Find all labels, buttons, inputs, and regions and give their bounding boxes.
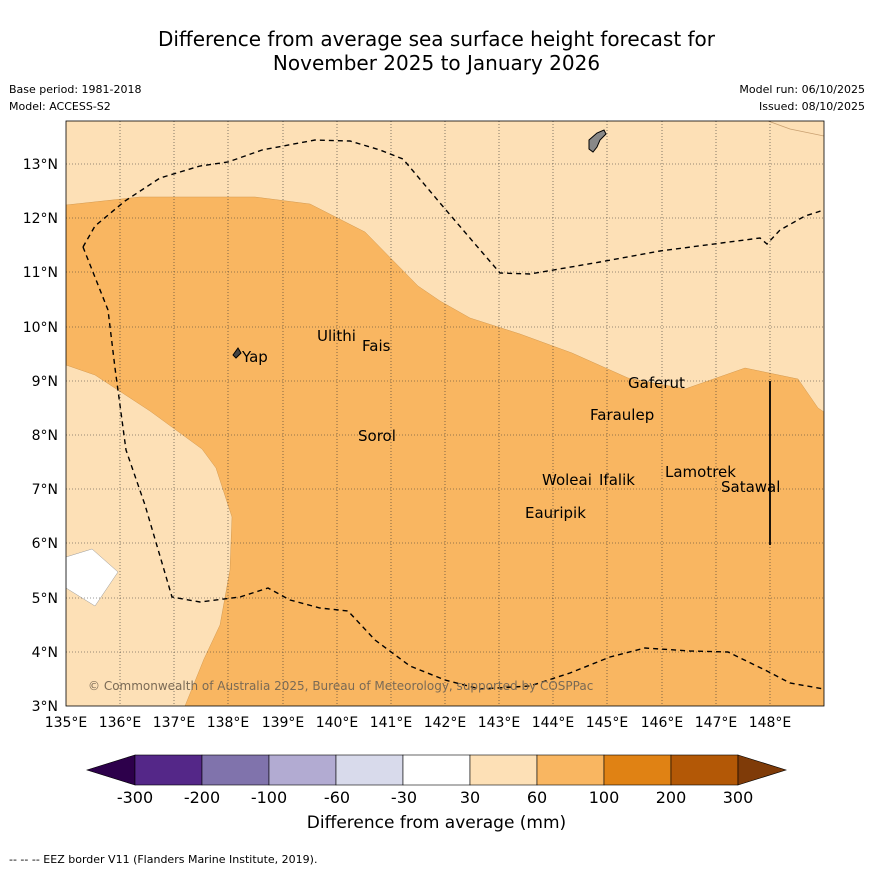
white-band-patch [66, 548, 119, 607]
colorbar-tick-label: 60 [526, 788, 548, 807]
island-label-sorol: Sorol [358, 427, 396, 445]
title-line-2: November 2025 to January 2026 [272, 51, 601, 75]
island-label-gaferut: Gaferut [628, 374, 685, 392]
island-label-faraulep: Faraulep [590, 406, 654, 424]
colorbar-tick-label: 200 [655, 788, 687, 807]
island-label-satawal: Satawal [721, 478, 780, 496]
svg-text:4°N: 4°N [32, 645, 58, 661]
colorbar-tick-label: -100 [250, 788, 288, 807]
copyright-notice: © Commonwealth of Australia 2025, Bureau… [88, 679, 593, 693]
svg-text:135°E: 135°E [45, 715, 88, 731]
svg-text:148°E: 148°E [749, 715, 792, 731]
svg-text:138°E: 138°E [207, 715, 250, 731]
colorbar-tick-label: 300 [722, 788, 754, 807]
svg-text:5°N: 5°N [32, 591, 58, 607]
colorbar-segment [402, 754, 471, 786]
eez-legend-note: -- -- -- EEZ border V11 (Flanders Marine… [9, 853, 318, 866]
eez-border-west [82, 246, 824, 690]
svg-text:142°E: 142°E [424, 715, 467, 731]
svg-text:140°E: 140°E [316, 715, 359, 731]
base-period: Base period: 1981-2018 [9, 83, 142, 96]
colorbar-tick-label: -60 [323, 788, 351, 807]
svg-text:9°N: 9°N [32, 374, 58, 390]
colorbar-segment [536, 754, 605, 786]
colorbar-segment [469, 754, 538, 786]
island-label-eauripik: Eauripik [525, 504, 586, 522]
svg-text:7°N: 7°N [32, 482, 58, 498]
svg-text:10°N: 10°N [23, 320, 58, 336]
svg-text:141°E: 141°E [370, 715, 413, 731]
svg-text:13°N: 13°N [23, 157, 58, 173]
longitude-labels: 135°E 136°E 137°E 138°E 139°E 140°E 141°… [45, 715, 792, 731]
svg-text:143°E: 143°E [478, 715, 521, 731]
title-line-1: Difference from average sea surface heig… [157, 27, 716, 51]
model-run: Model run: 06/10/2025 [739, 83, 865, 96]
colorbar-extend-high [737, 754, 788, 786]
island-label-ifalik: Ifalik [599, 471, 635, 489]
colorbar-segment [335, 754, 404, 786]
northeast-band-edge [767, 121, 824, 137]
svg-text:6°N: 6°N [32, 536, 58, 552]
svg-text:136°E: 136°E [99, 715, 142, 731]
island-label-fais: Fais [362, 337, 391, 355]
island-label-ulithi: Ulithi [317, 327, 356, 345]
svg-text:8°N: 8°N [32, 428, 58, 444]
colorbar-extend-low [85, 754, 136, 786]
island-label-woleai: Woleai [542, 471, 592, 489]
colorbar-tick-label: -200 [183, 788, 221, 807]
colorbar-tick-label: 100 [588, 788, 620, 807]
island-label-yap: Yap [241, 348, 268, 366]
issued-date: Issued: 08/10/2025 [758, 100, 865, 113]
island-label-lamotrek: Lamotrek [665, 463, 736, 481]
model-name: Model: ACCESS-S2 [9, 100, 111, 113]
grid-lines [66, 121, 824, 706]
svg-text:137°E: 137°E [153, 715, 196, 731]
colorbar-segment [134, 754, 203, 786]
latitude-labels: 13°N 12°N 11°N 10°N 9°N 8°N 7°N 6°N 5°N … [23, 157, 58, 715]
svg-text:145°E: 145°E [586, 715, 629, 731]
island-labels: Yap Ulithi Fais Sorol Gaferut Faraulep W… [241, 327, 780, 522]
svg-text:3°N: 3°N [32, 699, 58, 715]
svg-text:144°E: 144°E [532, 715, 575, 731]
colorbar [85, 754, 788, 786]
yap-land [232, 347, 242, 359]
colorbar-segment [670, 754, 739, 786]
guam-land [588, 129, 607, 153]
svg-text:11°N: 11°N [23, 265, 58, 281]
colorbar-tick-label: 30 [459, 788, 481, 807]
colorbar-tick-label: -300 [116, 788, 154, 807]
colorbar-segment [268, 754, 337, 786]
svg-text:12°N: 12°N [23, 211, 58, 227]
svg-text:146°E: 146°E [641, 715, 684, 731]
colorbar-segment [603, 754, 672, 786]
svg-text:139°E: 139°E [262, 715, 305, 731]
colorbar-title: Difference from average (mm) [306, 813, 567, 833]
colorbar-tick-label: -30 [390, 788, 418, 807]
svg-text:147°E: 147°E [695, 715, 738, 731]
colorbar-segment [201, 754, 270, 786]
